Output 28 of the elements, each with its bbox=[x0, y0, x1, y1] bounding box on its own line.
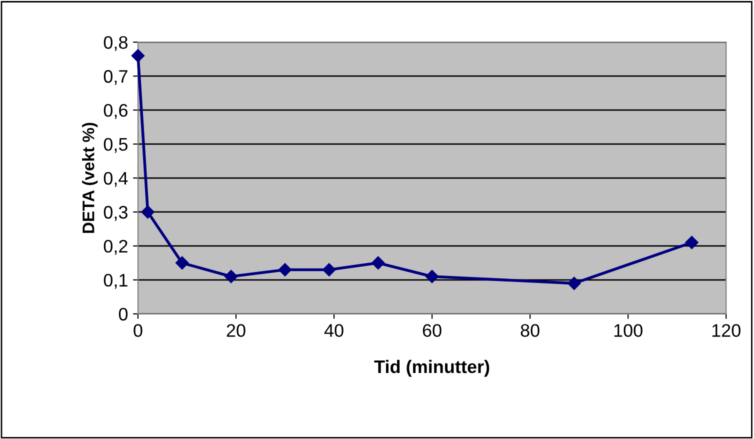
x-axis-title: Tid (minutter) bbox=[374, 360, 490, 377]
point bbox=[224, 270, 238, 284]
x-tick-label: 60 bbox=[422, 324, 442, 337]
y-tick-label: 0,8 bbox=[104, 36, 128, 51]
point bbox=[372, 256, 385, 270]
point bbox=[425, 270, 439, 284]
point bbox=[176, 256, 189, 270]
x-tick-label: 120 bbox=[712, 324, 740, 337]
y-tick-label: 0,3 bbox=[104, 206, 128, 221]
y-tick-label: 0,4 bbox=[104, 172, 128, 187]
y-tick-label: 0,5 bbox=[104, 138, 128, 153]
y-tick-label: 0,2 bbox=[104, 240, 128, 255]
y-tick-label: 0,7 bbox=[104, 70, 128, 85]
point bbox=[685, 236, 698, 250]
y-tick-label: 0,6 bbox=[104, 104, 128, 119]
point bbox=[278, 263, 292, 276]
x-tick-label: 20 bbox=[226, 324, 246, 337]
x-tick-label: 80 bbox=[520, 324, 540, 337]
point bbox=[568, 276, 581, 290]
y-tick-label: 0,1 bbox=[104, 274, 128, 289]
point bbox=[141, 205, 154, 219]
point bbox=[322, 263, 336, 276]
y-axis-title: DETA (vekt %) bbox=[82, 122, 98, 233]
x-tick-label: 100 bbox=[614, 324, 642, 337]
x-tick-label: 0 bbox=[134, 324, 142, 337]
y-tick-label: 0 bbox=[118, 308, 128, 321]
x-tick-label: 40 bbox=[324, 324, 344, 337]
point bbox=[131, 49, 145, 62]
